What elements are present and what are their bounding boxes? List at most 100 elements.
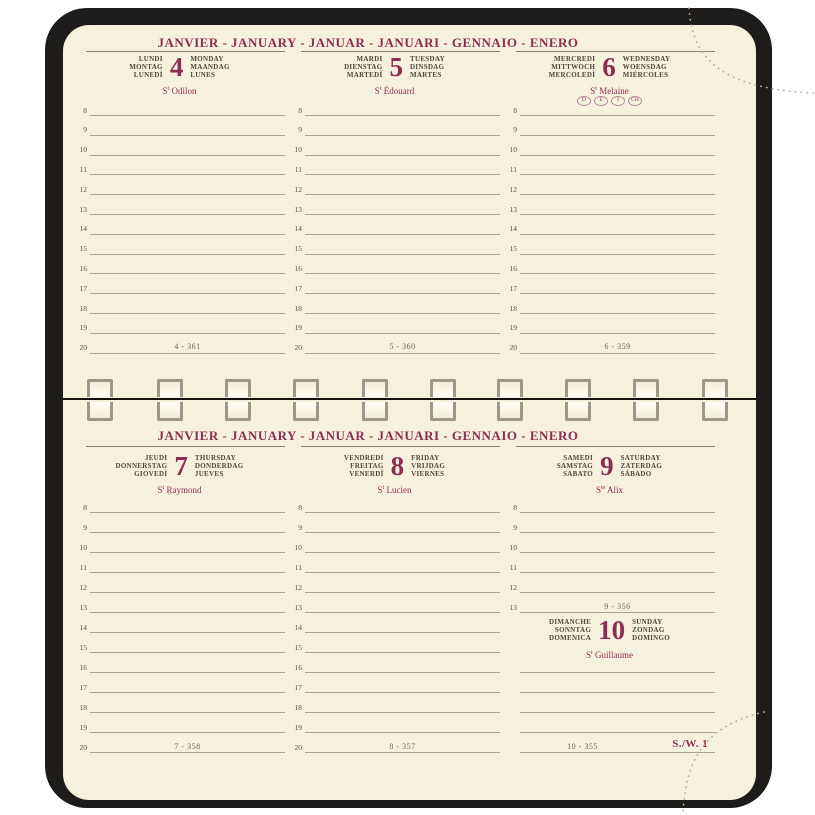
saint-name: St Raymond — [157, 485, 202, 495]
hour-label: 8 — [298, 105, 302, 115]
note-line — [520, 712, 715, 713]
hour-label: 11 — [294, 164, 302, 174]
hour-line — [520, 332, 715, 334]
binding-loop — [633, 379, 659, 397]
day-of-year-label: 6 - 359 — [604, 342, 631, 352]
hour-label: 17 — [509, 283, 518, 293]
day-of-year-label: 4 - 361 — [174, 342, 201, 352]
hour-label: 20 — [294, 742, 303, 752]
hour-line — [520, 174, 715, 176]
day-of-year-label: 8 - 357 — [389, 741, 416, 751]
hour-label: 9 — [298, 522, 302, 532]
hour-label: 10 — [79, 145, 88, 155]
planner-page: JANVIER - JANUARY - JANUAR - JANUARI - G… — [63, 25, 756, 800]
hour-label: 13 — [509, 204, 518, 214]
hour-line — [305, 632, 500, 633]
hour-line — [90, 612, 285, 613]
hour-line — [90, 313, 285, 314]
day-names-right: SAMEDI SAMSTAG SABATO — [556, 454, 594, 478]
header-rule — [301, 446, 500, 447]
day-of-year-label: 5 - 360 — [389, 342, 416, 352]
hour-label: 12 — [294, 184, 303, 194]
month-header-top: JANVIER - JANUARY - JANUAR - JANUARI - G… — [157, 35, 579, 50]
hour-line — [305, 293, 500, 295]
binding-loop — [293, 379, 319, 397]
hour-label: 14 — [294, 224, 303, 234]
hour-label: 19 — [294, 722, 303, 732]
hour-label: 8 — [83, 502, 87, 512]
hour-label: 8 — [513, 502, 517, 512]
note-line — [520, 752, 715, 753]
hour-line — [305, 194, 500, 196]
hour-label: 13 — [294, 204, 303, 214]
hour-label: 9 — [83, 522, 87, 532]
hour-line — [90, 194, 285, 196]
hour-label: 15 — [294, 244, 303, 254]
hour-line — [520, 134, 715, 136]
day-header: MARDI DIENSTAG MARTEDÌ 5 TUESDAY DINSDAG MARTE… — [288, 54, 501, 81]
hour-label: 15 — [294, 642, 303, 652]
hour-line — [90, 332, 285, 334]
hour-label: 20 — [79, 343, 88, 353]
day-names-left: TUESDAY DINSDAG MARTES — [410, 55, 445, 79]
holiday-badge: I — [611, 96, 625, 106]
hour-label: 19 — [294, 323, 303, 333]
hour-label: 13 — [294, 602, 303, 612]
hour-line — [520, 115, 715, 116]
day-header: VENDREDI FREITAG VENERDÌ 8 FRIDAY VRIJDAG VIER… — [288, 453, 501, 480]
hour-label: 16 — [79, 662, 88, 672]
hour-label: 18 — [79, 303, 88, 313]
hour-label: 11 — [509, 562, 517, 572]
hour-line — [90, 692, 285, 693]
hour-line — [305, 134, 500, 136]
binding-loop — [565, 379, 591, 397]
binding-loop — [157, 402, 183, 421]
hour-label: 12 — [509, 184, 518, 194]
hour-line — [520, 512, 715, 513]
binding-loop — [362, 379, 388, 397]
hour-line — [520, 233, 715, 235]
holiday-badge: E — [594, 96, 608, 106]
day-names-left: SATURDAY ZATERDAG SÁBADO — [620, 454, 663, 478]
header-rule — [516, 51, 715, 52]
hour-line — [90, 253, 285, 255]
hour-line — [305, 532, 500, 533]
hour-label: 8 — [513, 105, 517, 115]
hour-label: 19 — [79, 722, 88, 732]
day-names-right: MARDI DIENSTAG MARTEDÌ — [344, 55, 383, 79]
header-rule — [516, 446, 715, 447]
hour-label: 15 — [79, 244, 88, 254]
day-of-year-label: 10 - 355 — [567, 741, 598, 751]
hour-label: 13 — [79, 204, 88, 214]
hour-label: 11 — [79, 164, 87, 174]
hour-line — [90, 512, 285, 513]
hour-line — [305, 592, 500, 593]
hour-line — [305, 712, 500, 713]
saint-name: St Guillaume — [586, 650, 633, 660]
hour-line — [520, 273, 715, 275]
day-header: JEUDI DONNERSTAG GIOVEDÌ 7 THURSDAY DONDERDAG… — [73, 453, 286, 480]
saint-name: St Odilon — [162, 86, 197, 96]
hour-label: 16 — [509, 263, 518, 273]
hour-label: 18 — [509, 303, 518, 313]
hour-label: 11 — [509, 164, 517, 174]
day-names-left: THURSDAY DONDERDAG JUEVES — [194, 454, 244, 478]
hour-label: 10 — [509, 145, 518, 155]
hour-line — [305, 115, 500, 116]
hour-label: 12 — [79, 184, 88, 194]
hour-line — [305, 612, 500, 613]
binding-loop — [497, 379, 523, 397]
day-names-left: MONDAY MAANDAG LUNES — [190, 55, 230, 79]
day-header: DIMANCHE SONNTAG DOMENICA 10 SUNDAY ZONDAG DOM… — [503, 617, 716, 644]
day-column: LUNDI MONTAG LUNEDÌ 4 MONDAY MAANDAG LUNES St O… — [73, 25, 286, 800]
hour-label: 10 — [294, 145, 303, 155]
day-header: LUNDI MONTAG LUNEDÌ 4 MONDAY MAANDAG LUNES — [73, 54, 286, 81]
binding-loop — [565, 402, 591, 421]
day-number: 9 — [600, 451, 614, 481]
hour-line — [520, 352, 715, 354]
day-of-year-label: 9 - 356 — [604, 601, 631, 611]
hour-line — [305, 552, 500, 553]
day-header: SAMEDI SAMSTAG SABATO 9 SATURDAY ZATERDAG SÁBA… — [503, 451, 716, 481]
saint-name: St Édouard — [374, 86, 415, 96]
